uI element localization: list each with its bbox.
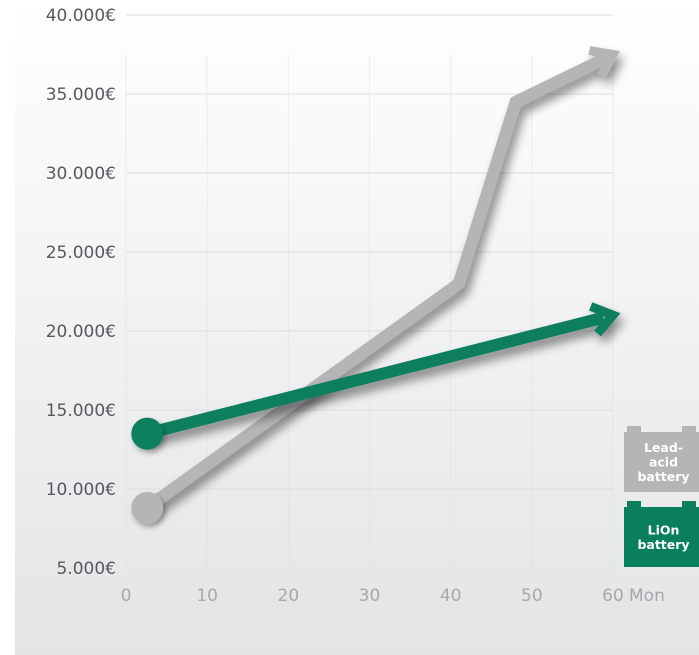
legend-label: battery	[637, 469, 689, 484]
x-tick-label: 30	[359, 586, 381, 606]
x-tick-label: 60	[602, 586, 624, 606]
lion-start-dot	[131, 417, 164, 450]
lion-line	[144, 311, 605, 440]
y-tick-label: 40.000€	[46, 6, 116, 26]
y-tick-label: 15.000€	[46, 401, 116, 421]
lion-arrowhead	[589, 302, 621, 337]
battery-terminal-icon	[627, 426, 641, 433]
lead-acid-start-dot	[131, 491, 164, 524]
y-tick-label: 20.000€	[46, 322, 116, 342]
battery-terminal-icon	[682, 501, 696, 508]
legend-label: battery	[637, 537, 689, 552]
legend-label: Lead-	[644, 440, 683, 455]
y-axis-ticks: 5.000€ 10.000€ 15.000€ 20.000€ 25.000€ 30.000…	[46, 6, 116, 579]
y-tick-label: 30.000€	[46, 164, 116, 184]
x-axis-ticks: 0 10 20 30 40 50 60 Mon	[121, 586, 665, 606]
x-unit-label: Mon	[629, 586, 665, 606]
y-tick-label: 10.000€	[46, 480, 116, 500]
legend-label: LiOn	[648, 522, 680, 537]
battery-terminal-icon	[682, 426, 696, 433]
lead-acid-arrowhead	[588, 46, 620, 78]
x-tick-label: 10	[196, 586, 218, 606]
battery-body	[624, 432, 699, 492]
battery-body	[624, 507, 699, 567]
x-tick-label: 0	[121, 586, 132, 606]
chart-background	[15, 0, 699, 655]
x-tick-label: 20	[278, 586, 300, 606]
y-tick-label: 35.000€	[46, 85, 116, 105]
series-layer	[131, 46, 621, 524]
x-tick-label: 50	[521, 586, 543, 606]
y-tick-label: 25.000€	[46, 243, 116, 263]
legend-label: acid	[649, 455, 678, 470]
lion-series	[144, 302, 621, 440]
y-tick-label: 5.000€	[57, 559, 116, 579]
x-tick-label: 40	[440, 586, 462, 606]
battery-terminal-icon	[627, 501, 641, 508]
